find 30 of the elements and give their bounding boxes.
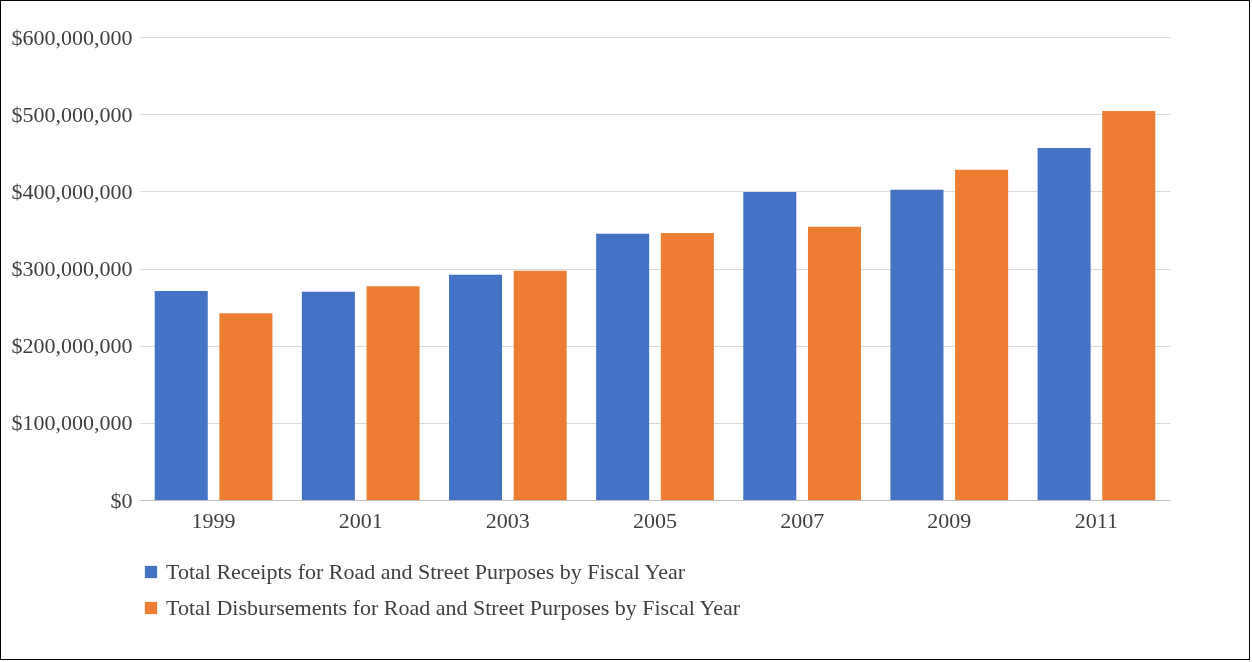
bar — [807, 226, 861, 500]
y-tick-label: $400,000,000 — [11, 178, 133, 204]
x-tick-label: 2005 — [633, 507, 677, 533]
x-tick-label: 2007 — [780, 507, 825, 533]
y-tick-label: $300,000,000 — [11, 256, 133, 281]
bar — [743, 192, 797, 500]
bar — [1037, 148, 1091, 500]
y-tick-label: $100,000,000 — [11, 410, 133, 436]
bar — [449, 274, 503, 500]
bar — [596, 233, 650, 500]
bar — [890, 189, 944, 500]
y-tick-label: $0 — [110, 487, 133, 513]
x-tick-label: 2003 — [485, 507, 530, 533]
legend-label: Total Receipts for Road and Street Purposes by Fiscal Year — [166, 559, 686, 584]
x-tick-label: 2011 — [1074, 507, 1119, 533]
y-tick-label: $200,000,000 — [11, 333, 133, 359]
x-tick-label: 1999 — [191, 507, 236, 533]
bar — [513, 270, 567, 500]
bar — [301, 291, 355, 500]
bar — [955, 169, 1009, 500]
bar — [366, 286, 420, 500]
bar — [660, 233, 714, 500]
y-tick-label: $500,000,000 — [11, 101, 133, 127]
legend-label: Total Disbursements for Road and Street Purposes by Fiscal Year — [166, 595, 741, 620]
bar — [154, 290, 208, 500]
y-tick-label: $600,000,000 — [11, 24, 133, 50]
x-tick-label: 2009 — [927, 507, 972, 533]
x-tick-label: 2001 — [338, 507, 383, 533]
bar — [219, 313, 273, 500]
bar — [1102, 111, 1156, 500]
